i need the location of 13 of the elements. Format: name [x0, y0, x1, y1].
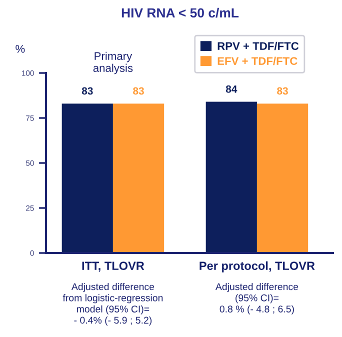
data-label: 84	[226, 85, 238, 93]
data-label: 83	[277, 87, 288, 95]
data-label: 83	[82, 87, 93, 95]
legend-label: RPV + TDF/FTC	[218, 42, 299, 50]
x-tick-label: ITT, TLOVR	[82, 262, 144, 272]
data-label: 83	[133, 87, 144, 95]
y-axis-title: %	[16, 44, 25, 53]
annotation: Primary analysis	[93, 52, 133, 74]
text: Adjusted difference from logistic-regression model (95% CI)= - 0.4% (- 5.9 ; 5.2)	[62, 283, 163, 326]
chart-title: HIV RNA < 50 c/mL	[122, 8, 239, 18]
text: Adjusted difference (95% CI)= 0.8 % (- 4.8 ; 6.5)	[215, 283, 298, 314]
x-tick-label: Per protocol, TLOVR	[200, 261, 315, 272]
legend-label: EFV + TDF/FTC	[218, 56, 298, 66]
